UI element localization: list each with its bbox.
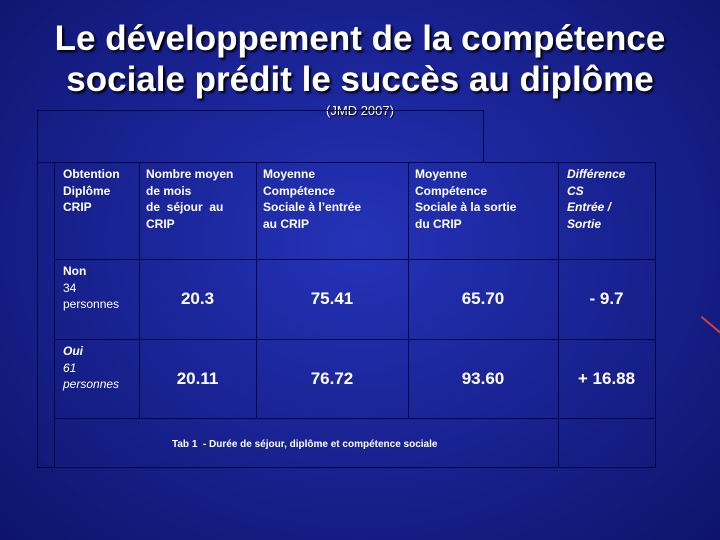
row-non-cs-entry: 75.41 (310, 289, 354, 308)
row-non-months: 20.3 (180, 289, 215, 308)
table-outer-top-line (37, 110, 483, 111)
row-oui-label: Oui 61 personnes (63, 344, 120, 391)
table-row-line-3 (54, 418, 655, 419)
table-row-line-1 (54, 259, 655, 260)
table-outer-left-line (37, 110, 38, 468)
row-oui-diff: + 16.88 (577, 369, 636, 388)
header-obtention-diplome: Obtention Diplôme CRIP (63, 167, 120, 214)
table-col-line-5 (655, 162, 656, 468)
header-cs-exit: Moyenne Compétence Sociale à la sortie d… (415, 167, 517, 231)
table-col-line-4 (558, 162, 559, 468)
header-months: Nombre moyen de mois de séjour au CRIP (146, 167, 234, 231)
table-col-line-2 (256, 162, 257, 419)
row-oui-months: 20.11 (176, 369, 219, 388)
table-caption: Tab 1 - Durée de séjour, diplôme et comp… (172, 439, 438, 450)
row-oui-cs-entry: 76.72 (310, 369, 354, 388)
row-oui-cs-exit: 93.60 (461, 369, 505, 388)
decorative-line (701, 316, 720, 337)
row-non-cs-exit: 65.70 (461, 289, 505, 308)
title-line-1: Le développement de la compétence (54, 19, 666, 58)
table-outer-right-line (483, 110, 484, 162)
title-line-2: sociale prédit le succès au diplôme (66, 60, 654, 99)
header-cs-difference: Différence CS Entrée / Sortie (567, 167, 626, 231)
table-row-line-header-top (37, 162, 655, 163)
header-cs-entry: Moyenne Compétence Sociale à l’entrée au… (263, 167, 362, 231)
table-col-line-3 (408, 162, 409, 419)
slide-title: Le développement de la compétence social… (0, 18, 720, 100)
row-non-diff: - 9.7 (589, 289, 624, 308)
table-row-line-bottom (37, 467, 655, 468)
table-row-line-2 (54, 339, 655, 340)
table-col-line-1 (139, 162, 140, 419)
row-non-label: Non 34 personnes (63, 264, 120, 311)
table-col-line-0 (54, 162, 55, 468)
